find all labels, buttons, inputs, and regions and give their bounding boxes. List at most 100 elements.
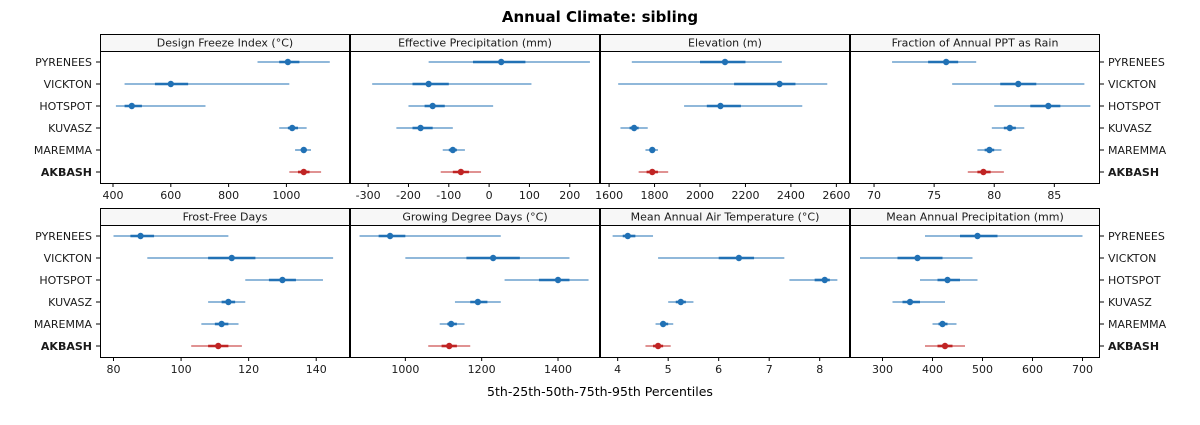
panel-2: Effective Precipitation (mm) -300 -200 -100… <box>350 34 600 202</box>
site-row-vickton <box>860 254 973 262</box>
median-dot <box>654 342 662 350</box>
median-dot <box>228 254 235 262</box>
plot-area: Design Freeze Index (°C) 400 600 800 1000 PYR… <box>0 30 1200 382</box>
site-label-left: MAREMMA <box>34 318 93 331</box>
site-row-hotspot <box>684 102 803 110</box>
panel-strip-title: Mean Annual Precipitation (mm) <box>886 211 1063 224</box>
x-tick-label: 80 <box>987 189 1001 202</box>
site-row-kuvasz <box>892 298 945 306</box>
median-dot <box>457 168 465 176</box>
site-row-pyrenees <box>925 232 1083 240</box>
x-tick-label: 400 <box>922 363 943 376</box>
site-row-vickton <box>147 254 334 262</box>
x-tick-label: 1000 <box>272 189 300 202</box>
site-row-vickton <box>372 80 532 88</box>
panel-box <box>100 51 350 184</box>
site-row-akbash <box>638 168 669 176</box>
median-dot <box>649 146 656 154</box>
site-row-kuvasz <box>620 124 648 132</box>
median-dot <box>914 254 921 262</box>
site-row-maremma <box>201 320 239 328</box>
median-dot <box>717 102 724 110</box>
median-dot <box>489 254 497 262</box>
median-dot <box>649 168 656 176</box>
site-row-kuvasz <box>396 124 453 132</box>
site-label-right: KUVASZ <box>1108 296 1152 309</box>
panel-5: Frost-Free Days 80 100 120 140 <box>96 208 350 376</box>
x-tick-label: 4 <box>614 363 621 376</box>
site-row-maremma <box>295 146 311 154</box>
median-dot <box>944 276 951 284</box>
site-row-maremma <box>655 320 674 328</box>
x-tick-label: 500 <box>972 363 993 376</box>
site-row-vickton <box>405 254 570 262</box>
site-row-akbash <box>289 168 322 176</box>
site-row-hotspot <box>789 276 838 284</box>
panel-strip-title: Effective Precipitation (mm) <box>398 37 552 50</box>
site-label-right: HOTSPOT <box>1108 100 1161 113</box>
site-row-hotspot <box>504 276 589 284</box>
site-row-akbash <box>925 342 965 350</box>
x-tick-label: 100 <box>171 363 192 376</box>
site-row-pyrenees <box>612 232 654 240</box>
median-dot <box>776 80 783 88</box>
median-dot <box>218 320 225 328</box>
site-row-kuvasz <box>279 124 307 132</box>
x-tick-label: 100 <box>519 189 540 202</box>
x-tick-label: 400 <box>103 189 124 202</box>
x-tick-label: 85 <box>1047 189 1061 202</box>
x-tick-label: 8 <box>816 363 823 376</box>
x-axis-caption: 5th-25th-50th-75th-95th Percentiles <box>487 384 713 399</box>
x-tick-label: -100 <box>436 189 461 202</box>
site-row-hotspot <box>920 276 978 284</box>
panel-box <box>350 51 600 184</box>
panel-box <box>600 225 850 358</box>
median-dot <box>386 232 394 240</box>
site-label-right: HOTSPOT <box>1108 274 1161 287</box>
median-dot <box>137 232 144 240</box>
panels-svg: Design Freeze Index (°C)400 600 800 1000PYR… <box>34 34 1167 376</box>
panel-box <box>850 225 1100 358</box>
x-tick-label: 7 <box>766 363 773 376</box>
median-dot <box>498 58 505 66</box>
x-tick-label: 2400 <box>777 189 805 202</box>
panel-6: Growing Degree Days (°C) 1000 1200 1400 <box>350 208 600 376</box>
site-label-right: VICKTON <box>1108 78 1156 91</box>
median-dot <box>974 232 981 240</box>
x-tick-label: 1800 <box>641 189 669 202</box>
x-tick-label: 80 <box>107 363 121 376</box>
median-dot <box>941 342 949 350</box>
x-tick-label: 300 <box>872 363 893 376</box>
panel-strip-title: Mean Annual Air Temperature (°C) <box>631 211 820 224</box>
median-dot <box>1015 80 1022 88</box>
site-label-right: MAREMMA <box>1108 318 1167 331</box>
panel-box <box>350 225 600 358</box>
site-label-left: VICKTON <box>44 78 92 91</box>
median-dot <box>288 124 296 132</box>
x-tick-label: 2200 <box>731 189 759 202</box>
site-row-pyrenees <box>257 58 330 66</box>
site-label-right: AKBASH <box>1108 340 1159 353</box>
site-row-vickton <box>658 254 785 262</box>
site-row-maremma <box>645 146 658 154</box>
site-row-kuvasz <box>454 298 501 306</box>
median-dot <box>821 276 828 284</box>
x-tick-label: -300 <box>356 189 381 202</box>
site-label-left: PYRENEES <box>35 230 92 243</box>
median-dot <box>735 254 743 262</box>
panel-4: Fraction of Annual PPT as Rain 70 75 80 85 <box>850 34 1104 202</box>
site-row-akbash <box>645 342 671 350</box>
panel-7: Mean Annual Air Temperature (°C) 4 5 6 7 8 <box>600 208 850 376</box>
panel-strip-title: Frost-Free Days <box>183 211 268 224</box>
panel-box <box>100 225 350 358</box>
median-dot <box>677 298 685 306</box>
panel-box <box>600 51 850 184</box>
site-row-hotspot <box>245 276 323 284</box>
median-dot <box>986 146 993 154</box>
x-tick-label: 200 <box>559 189 580 202</box>
median-dot <box>624 232 631 240</box>
panel-strip-title: Design Freeze Index (°C) <box>157 37 293 50</box>
panel-strip-title: Fraction of Annual PPT as Rain <box>892 37 1059 50</box>
median-dot <box>447 320 455 328</box>
